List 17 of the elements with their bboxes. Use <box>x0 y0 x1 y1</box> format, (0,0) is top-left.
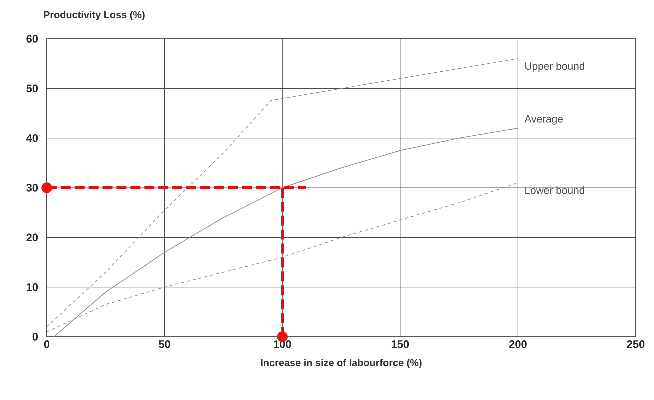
series-label: Lower bound <box>526 186 584 194</box>
y-tick-label: 0 <box>32 333 38 341</box>
x-tick-label: 250 <box>627 340 645 348</box>
y-tick-label: 60 <box>26 35 38 43</box>
x-tick-label: 200 <box>509 340 527 348</box>
y-tick-label: 20 <box>26 234 38 242</box>
y-tick-label: 40 <box>26 134 38 142</box>
x-tick-label: 0 <box>44 340 50 348</box>
y-axis-title: Productivity Loss (%) <box>44 11 145 20</box>
x-tick-label: 150 <box>392 340 410 348</box>
x-axis-title: Increase in size of labourforce (%) <box>261 359 422 368</box>
x-tick-label: 50 <box>159 340 170 348</box>
series-label: Upper bound <box>526 62 584 72</box>
y-tick-label: 30 <box>26 184 38 192</box>
y-tick-label: 10 <box>26 283 38 292</box>
series-label: Average <box>524 116 564 125</box>
y-tick-label: 50 <box>26 84 38 93</box>
